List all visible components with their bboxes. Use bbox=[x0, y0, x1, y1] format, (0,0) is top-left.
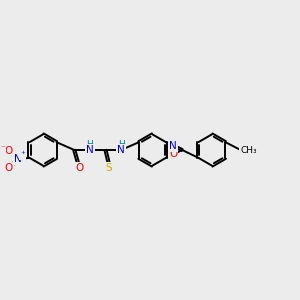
Text: ⁺: ⁺ bbox=[20, 150, 25, 159]
Text: N: N bbox=[14, 154, 22, 164]
Text: CH₃: CH₃ bbox=[240, 146, 257, 154]
Text: O: O bbox=[5, 163, 13, 173]
Text: N: N bbox=[86, 145, 94, 155]
Text: N: N bbox=[117, 145, 125, 155]
Text: O: O bbox=[5, 146, 13, 156]
Text: S: S bbox=[105, 163, 112, 173]
Text: O: O bbox=[75, 163, 83, 173]
Text: O: O bbox=[169, 149, 177, 159]
Text: N: N bbox=[169, 141, 177, 151]
Text: H: H bbox=[86, 140, 93, 149]
Text: H: H bbox=[118, 140, 124, 149]
Text: ⁻: ⁻ bbox=[1, 145, 6, 154]
